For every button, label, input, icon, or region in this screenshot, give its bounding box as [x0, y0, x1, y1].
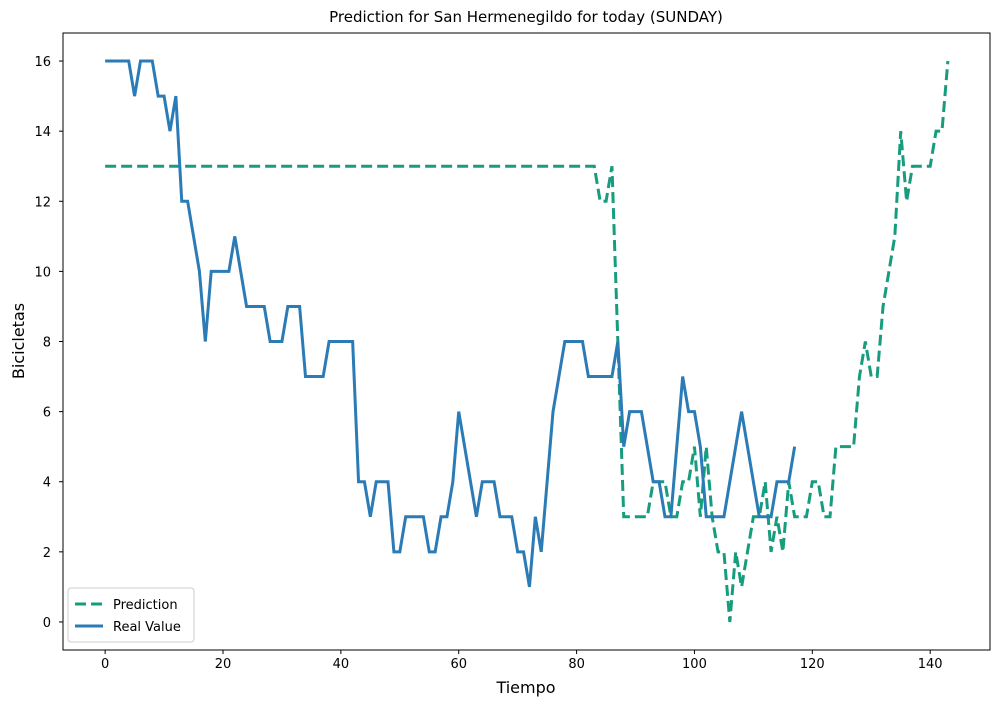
legend-label: Prediction [113, 598, 178, 613]
y-tick-label: 4 [43, 476, 51, 491]
legend-label: Real Value [113, 620, 181, 635]
x-tick-label: 120 [800, 657, 825, 672]
x-tick-label: 20 [215, 657, 232, 672]
y-tick-label: 10 [34, 265, 51, 280]
y-axis-label: Bicicletas [9, 303, 28, 379]
y-tick-label: 0 [43, 616, 51, 631]
y-tick-label: 16 [34, 55, 51, 70]
chart-title: Prediction for San Hermenegildo for toda… [329, 8, 723, 26]
y-tick-label: 12 [34, 195, 51, 210]
y-tick-label: 14 [34, 125, 51, 140]
series-line [105, 60, 950, 623]
x-tick-label: 80 [568, 657, 585, 672]
x-axis-label: Tiempo [495, 678, 555, 697]
y-tick-label: 2 [43, 546, 51, 561]
y-tick-label: 8 [43, 336, 51, 351]
y-tick-label: 6 [43, 406, 51, 421]
series-line [105, 59, 797, 588]
x-tick-label: 60 [450, 657, 467, 672]
x-tick-label: 0 [101, 657, 109, 672]
x-tick-label: 40 [333, 657, 350, 672]
plot-frame [62, 32, 991, 651]
x-tick-label: 140 [918, 657, 943, 672]
x-tick-label: 100 [682, 657, 707, 672]
legend-box [67, 587, 195, 643]
